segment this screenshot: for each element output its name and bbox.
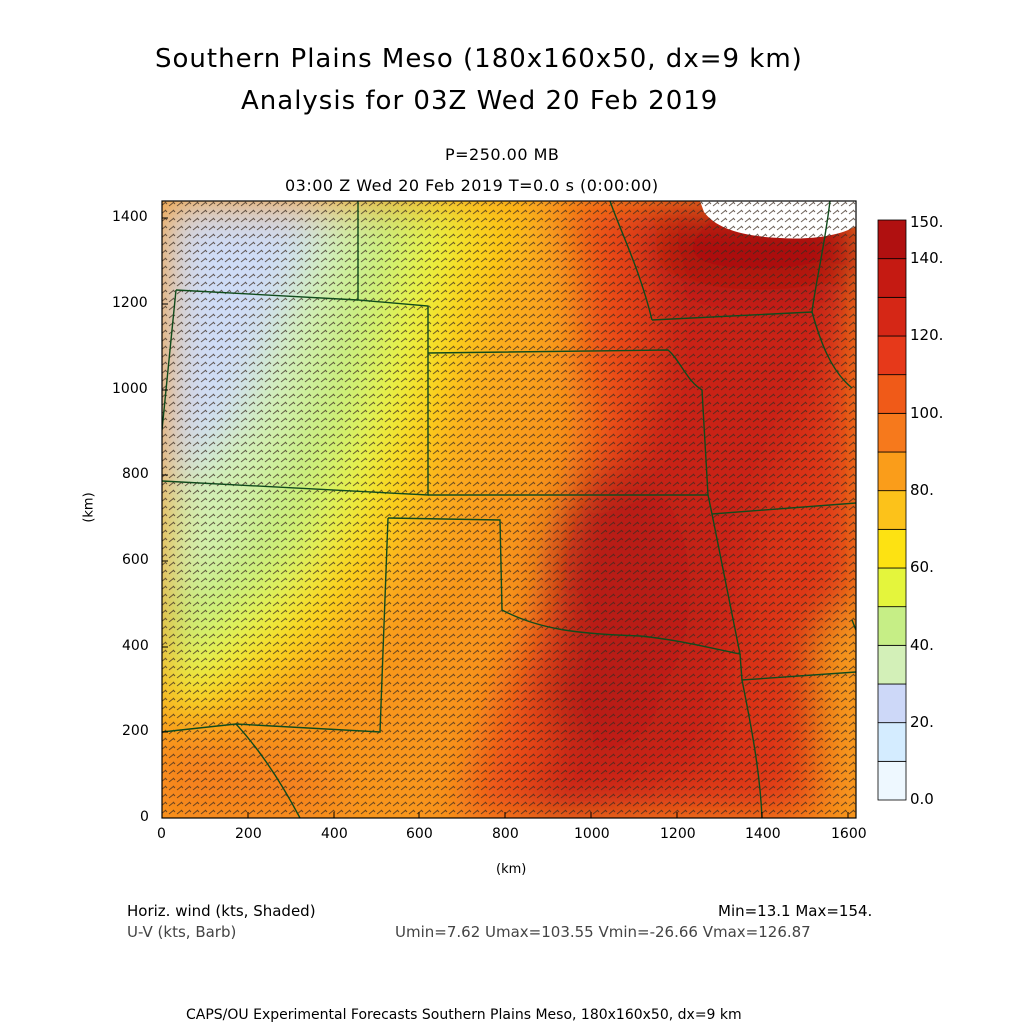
colorbar-swatch — [877, 219, 907, 260]
footer-credit: CAPS/OU Experimental Forecasts Southern … — [186, 1007, 742, 1023]
pressure-level: P=250.00 MB — [445, 145, 560, 164]
colorbar-swatch — [877, 296, 907, 337]
y-tick-label: 200 — [122, 723, 149, 739]
colorbar-label: 40. — [910, 636, 934, 654]
colorbar-swatch — [877, 606, 907, 646]
x-tick-label: 400 — [321, 826, 348, 842]
colorbar-swatch — [877, 567, 907, 608]
min-max-text: Min=13.1 Max=154. — [718, 902, 873, 920]
colorbar-swatch — [877, 258, 907, 298]
y-axis-ticks — [162, 217, 168, 819]
valid-time: 03:00 Z Wed 20 Feb 2019 T=0.0 s (0:00:00… — [285, 176, 659, 195]
colorbar-swatch — [877, 335, 907, 376]
x-tick-label: 800 — [492, 826, 519, 842]
chart-subtitle: Analysis for 03Z Wed 20 Feb 2019 — [241, 86, 719, 116]
y-axis-label: (km) — [81, 492, 97, 523]
y-tick-label: 1400 — [112, 209, 148, 225]
colorbar-swatch — [877, 683, 907, 724]
colorbar-swatch — [877, 760, 907, 801]
colorbar — [877, 219, 907, 801]
x-axis-ticks — [161, 812, 849, 818]
colorbar-swatch — [877, 644, 907, 685]
x-tick-label: 1000 — [574, 826, 610, 842]
y-tick-label: 800 — [122, 466, 149, 482]
x-tick-label: 0 — [157, 826, 166, 842]
x-tick-label: 1200 — [660, 826, 696, 842]
field-label-shaded: Horiz. wind (kts, Shaded) — [127, 902, 316, 920]
state-boundaries — [162, 201, 856, 818]
colorbar-label: 140. — [910, 249, 944, 267]
shaded-field — [162, 201, 856, 818]
uv-range-text: Umin=7.62 Umax=103.55 Vmin=-26.66 Vmax=1… — [395, 923, 811, 941]
x-tick-label: 1400 — [745, 826, 781, 842]
y-tick-label: 0 — [140, 809, 149, 825]
colorbar-label: 80. — [910, 481, 934, 499]
y-tick-label: 1200 — [112, 295, 148, 311]
x-axis-label: (km) — [496, 862, 527, 877]
colorbar-swatch — [877, 722, 907, 762]
x-tick-label: 1600 — [831, 826, 867, 842]
field-label-barb: U-V (kts, Barb) — [127, 923, 237, 941]
colorbar-label: 120. — [910, 326, 944, 344]
colorbar-swatch — [877, 451, 907, 492]
colorbar-label: 100. — [910, 404, 944, 422]
colorbar-label: 0.0 — [910, 790, 934, 808]
y-tick-label: 600 — [122, 552, 149, 568]
colorbar-swatch — [877, 490, 907, 530]
x-tick-label: 200 — [235, 826, 262, 842]
colorbar-label: 20. — [910, 713, 934, 731]
colorbar-swatch — [877, 412, 907, 453]
y-tick-label: 1000 — [112, 381, 148, 397]
colorbar-swatch — [877, 374, 907, 414]
chart-title: Southern Plains Meso (180x160x50, dx=9 k… — [155, 44, 803, 74]
colorbar-label: 150. — [910, 213, 944, 231]
colorbar-swatch — [877, 528, 907, 569]
y-tick-label: 400 — [122, 638, 149, 654]
plot-frame — [161, 200, 857, 819]
colorbar-label: 60. — [910, 558, 934, 576]
x-tick-label: 600 — [406, 826, 433, 842]
